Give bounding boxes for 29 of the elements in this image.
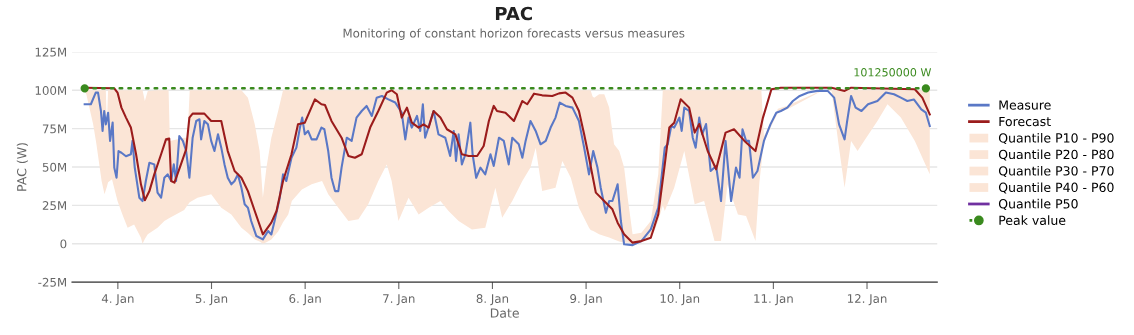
legend-label: Measure bbox=[999, 100, 1051, 110]
legend-label: Quantile P30 - P70 bbox=[998, 165, 1114, 178]
legend-label: Quantile P40 - P60 bbox=[998, 182, 1114, 194]
y-tick-label: 25M bbox=[42, 201, 66, 211]
legend-label: Quantile P10 - P90 bbox=[998, 132, 1114, 145]
y-tick-label: 125M bbox=[35, 47, 66, 57]
x-tick-label: 8. Jan bbox=[476, 294, 509, 306]
legend-label: Forecast bbox=[999, 116, 1051, 127]
y-tick-label: 50M bbox=[42, 162, 66, 172]
legend-label: Quantile P50 bbox=[998, 198, 1078, 210]
x-tick-label: 5. Jan bbox=[195, 294, 228, 306]
chart-subtitle: Monitoring of constant horizon forecasts versus measures bbox=[343, 28, 685, 40]
x-tick-label: 6. Jan bbox=[289, 294, 321, 306]
data-label: 101250000 W bbox=[854, 68, 932, 77]
legend-label: Quantile P20 - P80 bbox=[998, 149, 1114, 161]
y-axis-title: PAC (W) bbox=[16, 143, 28, 191]
x-tick-label: 12. Jan bbox=[847, 294, 887, 306]
x-tick-label: 11. Jan bbox=[754, 294, 793, 306]
y-tick-label: 75M bbox=[42, 124, 66, 134]
y-tick-label: -25M bbox=[38, 277, 66, 287]
chart-title: PAC bbox=[495, 6, 532, 21]
x-tick-label: 10. Jan bbox=[660, 294, 700, 306]
y-tick-label: 0 bbox=[60, 239, 67, 249]
x-tick-label: 7. Jan bbox=[383, 294, 415, 306]
y-tick-label: 100M bbox=[35, 86, 66, 95]
x-axis-title: Date bbox=[490, 308, 519, 318]
legend-label: Peak value bbox=[999, 215, 1066, 226]
x-tick-label: 4. Jan bbox=[101, 294, 134, 306]
x-tick-label: 9. Jan bbox=[570, 294, 602, 306]
